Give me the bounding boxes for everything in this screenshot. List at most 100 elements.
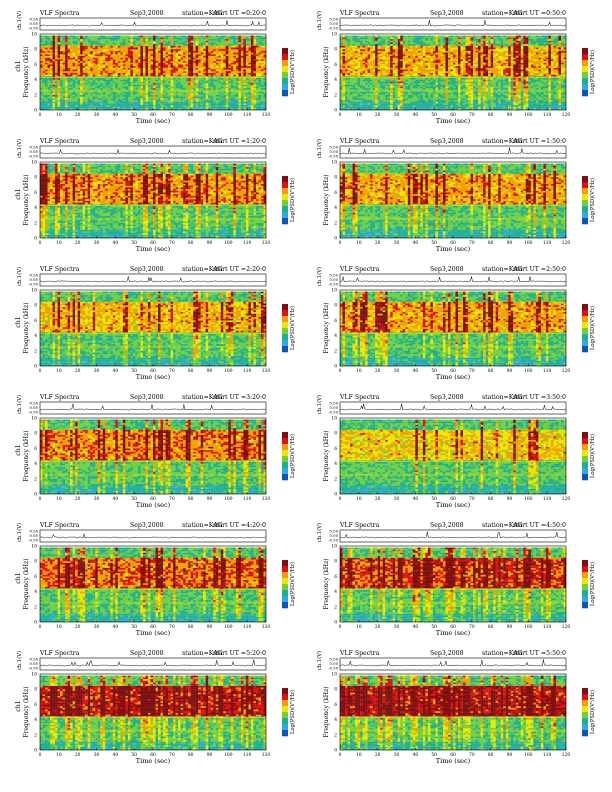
spectrogram-cell xyxy=(340,54,343,56)
spectrogram-cell xyxy=(372,74,376,77)
spectrogram-cell xyxy=(80,93,83,95)
spectrogram-cell xyxy=(95,43,98,46)
spectrogram-cell xyxy=(158,72,161,75)
spectrogram-cell xyxy=(350,89,353,92)
spectrogram-cell xyxy=(238,93,242,95)
spectrogram-cell xyxy=(165,103,169,106)
spectrogram-cell xyxy=(163,108,166,111)
spectrogram-cell xyxy=(347,69,351,72)
spectrogram-cell xyxy=(367,45,371,48)
spectrogram-cell xyxy=(387,93,391,95)
spectrogram-cell xyxy=(82,67,86,70)
spectrogram-cell xyxy=(188,98,191,100)
spectrogram-cell xyxy=(92,59,96,62)
spectrogram-cell xyxy=(355,54,358,56)
spectrogram-cell xyxy=(175,93,179,95)
spectrogram-cell xyxy=(342,91,346,94)
spectrogram-cell xyxy=(95,67,98,70)
spectrogram-cell xyxy=(380,40,383,43)
spectrogram-cell xyxy=(130,98,134,100)
spectrogram-cell xyxy=(223,79,226,82)
spectrogram-cell xyxy=(340,72,343,75)
spectrogram-cell xyxy=(147,37,151,40)
spectrogram-cell xyxy=(100,74,103,77)
spectrogram-cell xyxy=(253,93,257,95)
spectrogram-cell xyxy=(250,94,254,97)
spectrogram-cell xyxy=(210,77,214,80)
spectrogram-cell xyxy=(195,99,199,102)
spectrogram-cell xyxy=(352,96,356,99)
spectrogram-cell xyxy=(205,55,209,58)
spectrogram-cell xyxy=(195,81,199,84)
spectrogram-cell xyxy=(208,106,211,109)
spectrogram-cell xyxy=(52,86,56,89)
spectrogram-cell xyxy=(160,84,164,87)
spectrogram-cell xyxy=(90,104,93,107)
spectrogram-cell xyxy=(377,35,381,38)
spectrogram-cell xyxy=(72,79,76,82)
spectrogram-cell xyxy=(230,103,234,106)
spectrogram-cell xyxy=(115,72,118,75)
spectrogram-cell xyxy=(67,104,71,107)
spectrogram-cell xyxy=(90,93,93,95)
spectrogram-cell xyxy=(362,43,366,46)
spectrogram-cell xyxy=(52,57,56,60)
spectrogram-cell xyxy=(357,42,361,45)
spectrogram-cell xyxy=(370,60,373,63)
y-tick-label: 8 xyxy=(34,48,37,53)
spectrogram-cell xyxy=(67,108,71,111)
spectrogram-cell xyxy=(188,69,191,72)
spectrogram-cell xyxy=(65,59,68,62)
spectrogram-cell xyxy=(50,101,53,104)
spectrum-panel: VLF Spectra Sep3,2008 station=KAG start UT … xyxy=(6,8,296,132)
spectrogram-cell xyxy=(75,45,78,48)
spectrogram-cell xyxy=(235,82,239,85)
spectrogram-cell xyxy=(240,94,244,97)
spectrogram-cell xyxy=(392,86,396,89)
spectrogram-cell xyxy=(342,84,346,87)
spectrogram-cell xyxy=(188,108,191,111)
spectrogram-cell xyxy=(95,62,98,65)
spectrogram-cell xyxy=(107,59,111,62)
spectrogram-cell xyxy=(370,79,373,82)
spectrogram-cell xyxy=(100,45,103,48)
spectrogram-cell xyxy=(345,74,348,77)
spectrogram-cell xyxy=(62,42,66,45)
spectrogram-cell xyxy=(135,77,139,80)
spectrogram-cell xyxy=(142,89,146,92)
spectrogram-cell xyxy=(382,37,386,40)
spectrogram-cell xyxy=(235,81,239,84)
spectrogram-cell xyxy=(352,77,356,80)
spectrogram-cell xyxy=(392,89,396,92)
spectrogram-cell xyxy=(218,79,221,82)
spectrogram-cell xyxy=(100,101,103,104)
spectrogram-cell xyxy=(145,96,149,99)
spectrogram-cell xyxy=(80,45,83,48)
spectrogram-cell xyxy=(158,62,161,65)
spectrogram-cell xyxy=(357,45,361,48)
spectrogram-cell xyxy=(240,98,244,100)
spectrogram-cell xyxy=(392,79,396,82)
spectrogram-cell xyxy=(122,43,126,46)
spectrogram-cell xyxy=(178,43,181,46)
spectrogram-cell xyxy=(188,79,191,82)
spectrogram-cell xyxy=(40,84,43,87)
spectrogram-cell xyxy=(50,47,53,50)
spectrogram-cell xyxy=(130,81,134,84)
spectrogram-cell xyxy=(238,52,242,55)
spectrogram-cell xyxy=(117,79,121,82)
spectrogram-cell xyxy=(238,84,242,87)
spectrogram-cell xyxy=(233,77,237,80)
spectrogram-cell xyxy=(218,106,221,109)
spectrogram-cell xyxy=(145,49,149,51)
spectrogram-cell xyxy=(342,42,346,45)
spectrogram-cell xyxy=(200,82,204,85)
spectrogram-cell xyxy=(42,42,46,45)
spectrogram-cell xyxy=(183,108,186,111)
spectrogram-cell xyxy=(357,49,361,51)
spectrogram-cell xyxy=(158,43,161,46)
voltage-trace xyxy=(339,20,567,27)
spectrogram-cell xyxy=(70,55,73,58)
spectrogram-cell xyxy=(188,38,191,41)
spectrogram-cell xyxy=(170,77,174,80)
